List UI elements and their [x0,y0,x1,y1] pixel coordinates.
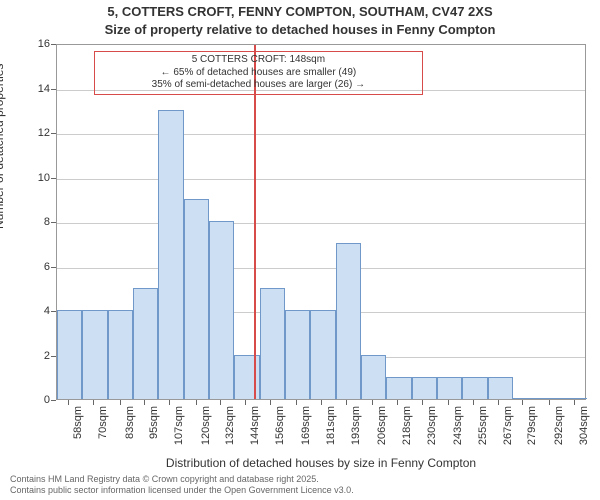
x-tick-mark [448,400,449,405]
histogram-bar [108,310,133,399]
x-tick-label: 156sqm [274,406,286,445]
x-tick-label: 70sqm [97,406,109,439]
x-tick-mark [574,400,575,405]
x-tick-mark [296,400,297,405]
histogram-bar [462,377,489,399]
x-tick-label: 132sqm [224,406,236,445]
x-tick-mark [270,400,271,405]
y-tick-mark [51,44,56,45]
y-tick-label: 14 [26,83,50,95]
bars-container [57,45,585,399]
chart-title-line2: Size of property relative to detached ho… [0,22,600,37]
plot-area: 5 COTTERS CROFT: 148sqm ← 65% of detache… [56,44,586,400]
histogram-bar [234,355,261,400]
annotation-line-3: 35% of semi-detached houses are larger (… [99,79,418,92]
footer-attribution: Contains HM Land Registry data © Crown c… [10,474,354,496]
histogram-bar [412,377,437,399]
histogram-bar [57,310,82,399]
x-tick-label: 58sqm [72,406,84,439]
y-tick-label: 12 [26,127,50,139]
footer-line-1: Contains HM Land Registry data © Crown c… [10,474,354,485]
chart-title-line1: 5, COTTERS CROFT, FENNY COMPTON, SOUTHAM… [0,4,600,19]
histogram-bar [184,199,209,399]
x-tick-label: 304sqm [578,406,590,445]
x-tick-mark [196,400,197,405]
x-tick-label: 206sqm [376,406,388,445]
x-tick-label: 218sqm [401,406,413,445]
x-tick-mark [522,400,523,405]
histogram-bar [336,243,361,399]
histogram-bar [386,377,413,399]
x-tick-mark [93,400,94,405]
x-tick-mark [473,400,474,405]
y-tick-mark [51,222,56,223]
histogram-bar [437,377,462,399]
footer-line-2: Contains public sector information licen… [10,485,354,496]
y-tick-mark [51,133,56,134]
x-tick-mark [549,400,550,405]
x-tick-label: 193sqm [350,406,362,445]
reference-line [254,45,256,399]
histogram-bar [488,377,513,399]
x-tick-label: 243sqm [452,406,464,445]
y-tick-mark [51,178,56,179]
x-tick-mark [397,400,398,405]
y-tick-label: 8 [26,216,50,228]
x-tick-mark [220,400,221,405]
x-axis-label: Distribution of detached houses by size … [56,456,586,470]
x-tick-label: 279sqm [526,406,538,445]
annotation-line-2: ← 65% of detached houses are smaller (49… [99,67,418,80]
x-tick-mark [169,400,170,405]
histogram-bar [82,310,109,399]
y-tick-mark [51,311,56,312]
x-tick-mark [372,400,373,405]
y-tick-label: 6 [26,261,50,273]
y-tick-mark [51,356,56,357]
y-tick-mark [51,267,56,268]
y-tick-mark [51,89,56,90]
histogram-bar [562,398,587,399]
x-tick-label: 83sqm [124,406,136,439]
histogram-bar [158,110,185,399]
x-tick-mark [120,400,121,405]
x-tick-mark [245,400,246,405]
x-tick-mark [498,400,499,405]
histogram-bar [538,398,563,399]
annotation-box: 5 COTTERS CROFT: 148sqm ← 65% of detache… [94,51,423,95]
x-tick-label: 255sqm [477,406,489,445]
y-tick-label: 0 [26,394,50,406]
x-tick-label: 144sqm [249,406,261,445]
annotation-line-1: 5 COTTERS CROFT: 148sqm [99,54,418,67]
histogram-bar [209,221,234,399]
histogram-bar [285,310,310,399]
x-tick-mark [422,400,423,405]
y-tick-label: 4 [26,305,50,317]
y-tick-label: 10 [26,172,50,184]
x-tick-label: 95sqm [148,406,160,439]
y-tick-label: 2 [26,350,50,362]
histogram-chart: 5, COTTERS CROFT, FENNY COMPTON, SOUTHAM… [0,0,600,500]
histogram-bar [310,310,337,399]
x-tick-mark [68,400,69,405]
x-tick-label: 181sqm [325,406,337,445]
x-tick-label: 230sqm [426,406,438,445]
x-tick-label: 292sqm [553,406,565,445]
y-tick-mark [51,400,56,401]
histogram-bar [513,398,538,399]
histogram-bar [133,288,158,399]
x-tick-label: 107sqm [173,406,185,445]
y-tick-label: 16 [26,38,50,50]
x-tick-mark [321,400,322,405]
x-tick-label: 120sqm [200,406,212,445]
x-tick-mark [144,400,145,405]
x-tick-label: 169sqm [300,406,312,445]
histogram-bar [260,288,285,399]
x-tick-mark [346,400,347,405]
x-tick-label: 267sqm [502,406,514,445]
histogram-bar [361,355,386,400]
